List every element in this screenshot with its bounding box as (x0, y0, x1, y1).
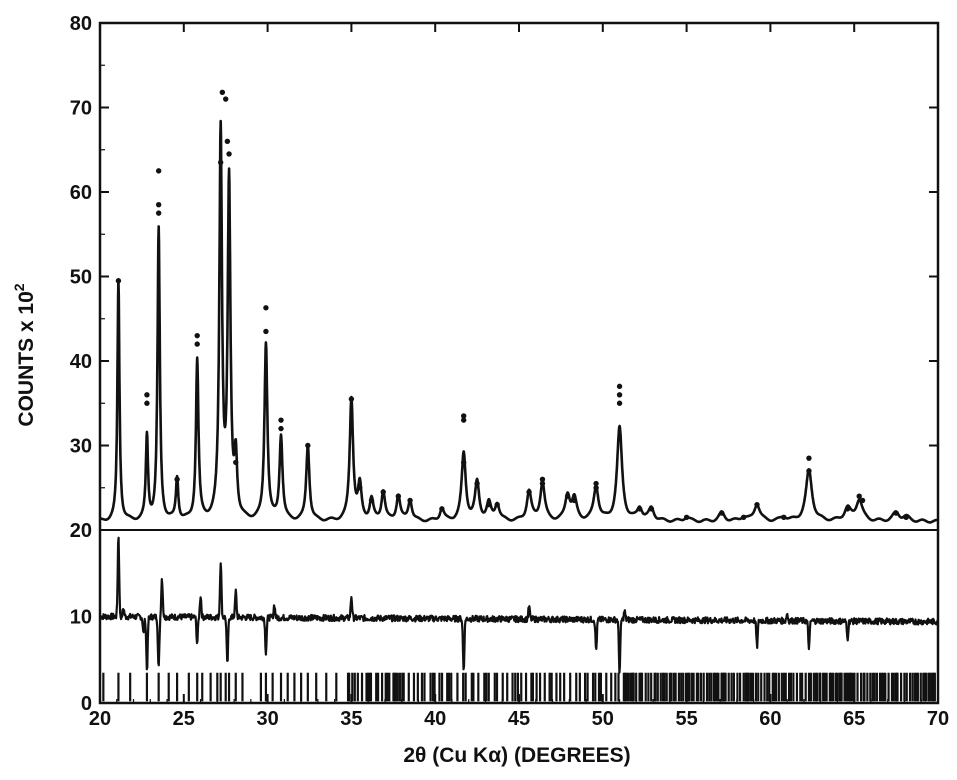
observed-point (616, 383, 623, 390)
lower-y-tick-label: 10 (70, 607, 92, 629)
observed-point (859, 497, 866, 504)
observed-point (155, 201, 162, 208)
observed-point (194, 341, 200, 347)
observed-point (380, 489, 386, 495)
y-axis-title: COUNTS x 102 (11, 283, 38, 426)
observed-point (460, 413, 467, 419)
observed-point (893, 510, 899, 516)
observed-point (263, 305, 269, 311)
observed-point (539, 476, 546, 482)
calculated-profile-line (99, 119, 939, 524)
difference-curve-line (99, 536, 939, 674)
observed-point (683, 514, 690, 521)
x-tick-label: 20 (89, 708, 111, 730)
observed-point (263, 328, 269, 335)
observed-point (526, 489, 532, 495)
x-tick-label: 30 (256, 708, 278, 730)
x-tick-label: 60 (759, 708, 781, 730)
observed-point (539, 480, 546, 487)
observed-point (233, 459, 239, 466)
observed-point (486, 501, 492, 508)
observed-point (194, 332, 200, 339)
reflection-markers (102, 672, 936, 702)
observed-point (740, 514, 747, 521)
observed-point (844, 506, 851, 512)
observed-point (144, 392, 150, 398)
observed-point (217, 159, 224, 166)
observed-point (781, 514, 787, 521)
observed-point (856, 493, 862, 499)
observed-point (636, 506, 643, 512)
y-tick-label: 70 (70, 98, 92, 120)
x-tick-label: 50 (592, 708, 614, 730)
observed-point (616, 392, 623, 398)
lower-y-tick-label: 0 (81, 693, 92, 715)
observed-point (278, 425, 284, 432)
observed-point (593, 485, 599, 491)
y-tick-label: 40 (70, 351, 92, 373)
y-axis-title-main: COUNTS x 10 (15, 291, 38, 426)
x-tick-label: 55 (675, 708, 697, 730)
y-tick-label: 50 (70, 267, 92, 289)
observed-point (571, 497, 578, 504)
observed-point (224, 138, 231, 144)
observed-point (719, 510, 725, 516)
y-tick-label: 60 (70, 182, 92, 204)
x-tick-label: 45 (508, 708, 530, 730)
y-axis-title-exponent: 2 (11, 283, 27, 291)
observed-point (754, 501, 760, 508)
x-axis-title: 2θ (Cu Kα) (DEGREES) (403, 744, 630, 767)
observed-point (357, 485, 363, 491)
observed-point (460, 459, 467, 466)
observed-point (144, 400, 150, 406)
plot-area (98, 21, 940, 705)
observed-point (903, 514, 909, 521)
y-tick-label: 30 (70, 436, 92, 458)
observed-point (564, 493, 571, 499)
observed-point (407, 497, 413, 504)
x-tick-label: 40 (424, 708, 446, 730)
observed-point (115, 278, 122, 284)
observed-point (395, 493, 402, 499)
observed-point (460, 417, 467, 423)
observed-point (348, 396, 355, 402)
observed-point (806, 468, 812, 474)
observed-point (806, 455, 812, 461)
observed-point (155, 168, 162, 174)
y-tick-label: 80 (70, 13, 92, 35)
observed-point (223, 96, 229, 102)
observed-point (226, 151, 232, 157)
observed-point (439, 506, 445, 512)
observed-point (616, 400, 623, 406)
plot-frame (98, 21, 940, 705)
observed-point (593, 480, 599, 487)
data-layer (99, 89, 939, 674)
x-tick-label: 35 (340, 708, 362, 730)
observed-point (305, 442, 311, 449)
observed-point (278, 417, 284, 423)
observed-point (219, 89, 226, 95)
x-tick-label: 25 (173, 708, 195, 730)
observed-point (494, 501, 500, 508)
tick-layer: 20 25 30 35 40 45 50 55 60 65 70 30 40 50 60 70 80 20 10 0 (70, 13, 949, 730)
lower-y-tick-label: 20 (70, 520, 92, 542)
observed-point (155, 210, 162, 216)
x-tick-label: 65 (843, 708, 865, 730)
observed-point (648, 506, 655, 512)
observed-point (174, 476, 180, 482)
observed-point (368, 497, 375, 504)
observed-point (474, 480, 480, 487)
x-tick-label: 70 (927, 708, 949, 730)
